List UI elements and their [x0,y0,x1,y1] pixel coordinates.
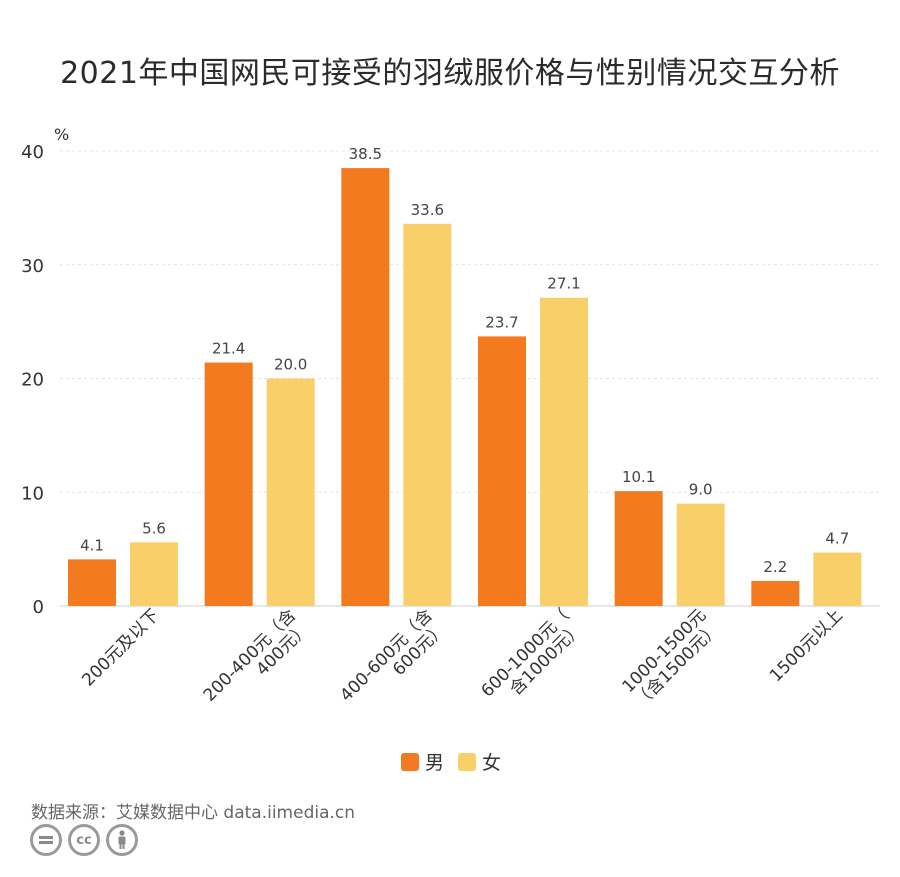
y-tick-label: 10 [21,483,44,504]
y-tick-label: 30 [21,256,44,277]
y-axis-unit: % [54,125,69,144]
bar [130,542,178,606]
bar [266,378,315,606]
y-tick-label: 20 [21,370,44,391]
bar-chart: 0 10 20 30 40% 4.1 5.6 200元及以下 21.4 20.0 200-400元（… [21,125,880,719]
legend-item-female[interactable]: 女 [458,748,501,775]
bar [341,168,390,606]
equals-icon [30,824,62,856]
legend-label-male: 男 [425,752,445,774]
data-label: 9.0 [689,481,713,499]
data-label: 38.5 [349,145,382,163]
cc-icon: cc [68,824,100,856]
category-label: 1000-1500元（含1500元） [617,605,723,711]
license-icons: cc [30,824,144,856]
data-label: 10.1 [622,468,655,486]
category-label: 200-400元（含400元） [200,605,314,719]
legend-item-male[interactable]: 男 [401,748,444,775]
category-label: 600-1000元（含1000元） [477,605,587,715]
legend-label-female: 女 [482,752,502,774]
y-tick-label: 0 [33,597,44,618]
legend-swatch-male [401,752,419,771]
person-icon [106,824,138,856]
bar [540,297,588,606]
data-label: 20.0 [274,356,307,374]
data-label: 27.1 [547,275,580,293]
legend: 男 女 [401,748,515,775]
bar [614,491,663,606]
bar [751,580,800,606]
y-tick-label: 40 [21,142,44,163]
bar [204,362,253,606]
data-label: 5.6 [142,519,166,537]
data-label: 21.4 [212,340,245,358]
bar [478,336,526,606]
data-label: 4.1 [80,536,104,554]
data-label: 23.7 [485,313,518,331]
data-label: 4.7 [825,530,849,548]
source-note: 数据来源：艾媒数据中心 data.iimedia.cn [31,803,356,823]
legend-swatch-female [458,752,477,771]
bar [68,559,116,606]
chart-title: 2021年中国网民可接受的羽绒服价格与性别情况交互分析 [60,56,840,91]
category-label: 1500元以上 [766,605,847,686]
category-label: 400-600元（含600元） [336,605,450,719]
data-label: 2.2 [763,558,787,576]
category-label: 200元及以下 [78,605,163,690]
data-label: 33.6 [411,201,444,219]
bar [813,552,862,606]
bar [676,503,725,606]
bar [403,223,452,607]
